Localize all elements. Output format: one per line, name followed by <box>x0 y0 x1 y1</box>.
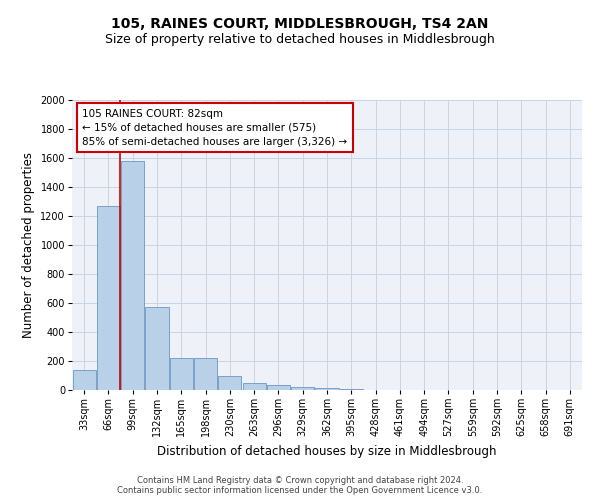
Bar <box>73 370 95 390</box>
Text: Contains HM Land Registry data © Crown copyright and database right 2024.
Contai: Contains HM Land Registry data © Crown c… <box>118 476 482 495</box>
Bar <box>267 385 290 390</box>
Bar <box>218 376 241 390</box>
Bar <box>170 358 193 390</box>
Bar <box>242 383 266 390</box>
X-axis label: Distribution of detached houses by size in Middlesbrough: Distribution of detached houses by size … <box>157 445 497 458</box>
Y-axis label: Number of detached properties: Number of detached properties <box>22 152 35 338</box>
Bar <box>291 387 314 390</box>
Bar <box>316 388 338 390</box>
Text: 105 RAINES COURT: 82sqm
← 15% of detached houses are smaller (575)
85% of semi-d: 105 RAINES COURT: 82sqm ← 15% of detache… <box>82 108 347 146</box>
Bar <box>97 206 120 390</box>
Text: Size of property relative to detached houses in Middlesbrough: Size of property relative to detached ho… <box>105 32 495 46</box>
Text: 105, RAINES COURT, MIDDLESBROUGH, TS4 2AN: 105, RAINES COURT, MIDDLESBROUGH, TS4 2A… <box>112 18 488 32</box>
Bar <box>121 161 144 390</box>
Bar <box>194 358 217 390</box>
Bar <box>145 308 169 390</box>
